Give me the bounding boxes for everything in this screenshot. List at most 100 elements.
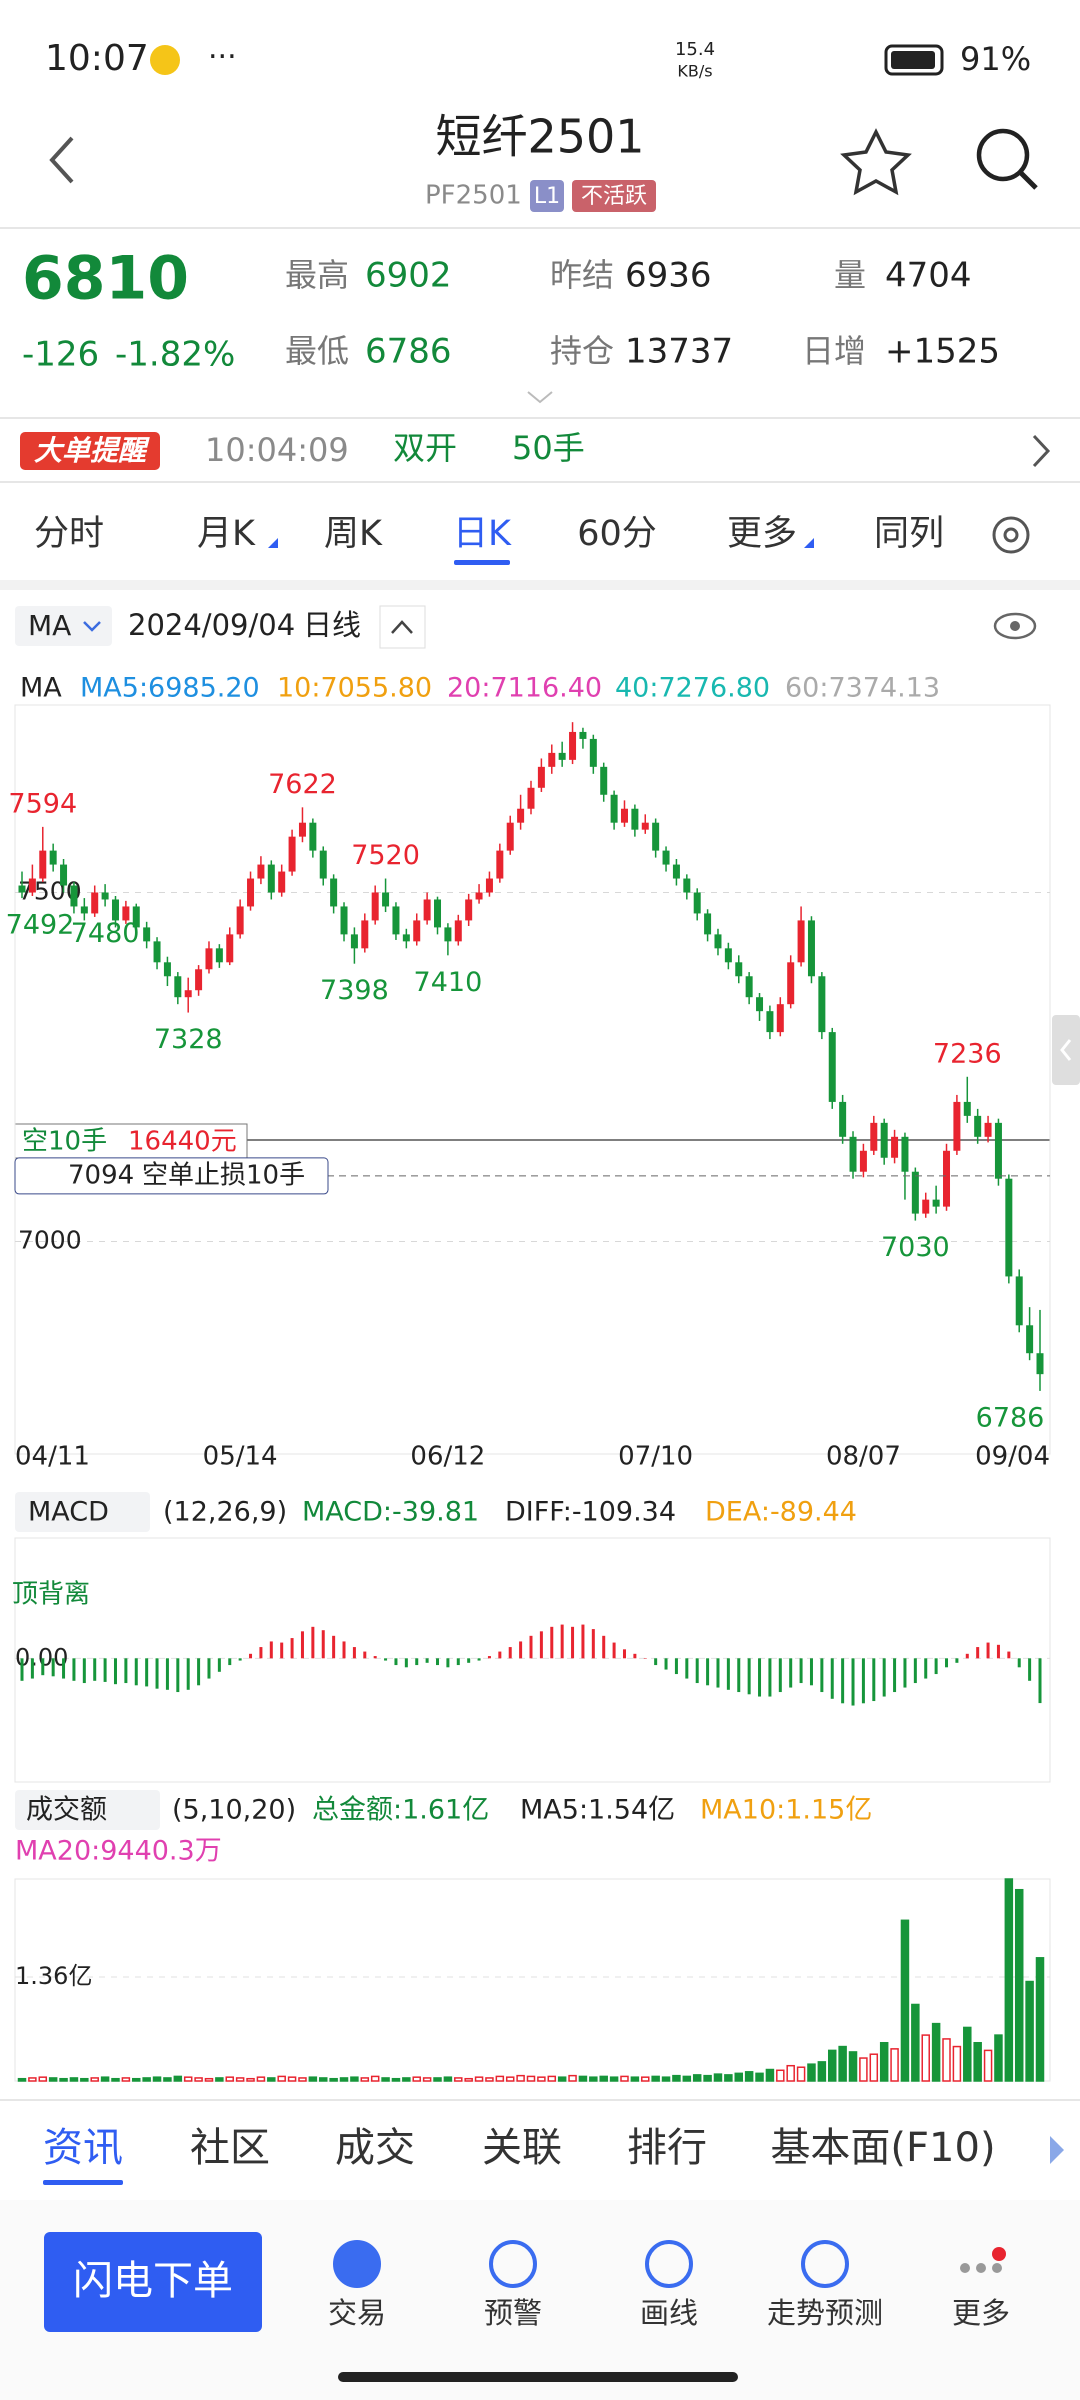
candle-body [215,948,223,963]
volume-bar [1025,1980,1034,2082]
position-side: 空10手 [22,1127,107,1157]
volume-bar [1035,1957,1045,2082]
volume-bar [80,2077,89,2082]
volume-bar [69,2077,79,2082]
low-label: 7410 [414,967,483,998]
bottom-tab[interactable]: 成交 [335,2125,415,2171]
bottom-tab[interactable]: 基本面(F10) [770,2125,995,2171]
volume-bar [599,2075,608,2082]
volume-bar [267,2077,276,2082]
stop-loss-box[interactable] [14,1157,329,1195]
candle-body [153,941,161,963]
expand-arrow[interactable] [527,391,553,404]
volume-bar [983,2049,993,2082]
quote-value: +1525 [885,332,1000,372]
volume-select[interactable] [15,1790,160,1830]
volume-bar [339,2077,349,2082]
bottom-tab[interactable]: 排行 [627,2125,707,2171]
active-underline [43,2180,123,2185]
volume-bar [630,2076,640,2082]
volume-bar [485,2077,494,2082]
bottom-tab[interactable]: 关联 [482,2125,562,2171]
ma-legend: 60:7374.13 [785,673,940,704]
nav-label[interactable]: 走势预测 [767,2296,883,2330]
macd-bar [456,1658,460,1666]
active-underline [454,560,510,565]
period-tab[interactable]: 周K [324,514,383,554]
candle-body [278,871,286,893]
period-tab[interactable]: 60分 [577,514,657,554]
macd-bar [487,1656,491,1659]
low-label: 6786 [976,1402,1045,1433]
macd-bar [872,1658,876,1702]
volume-bar [879,2041,889,2082]
volume-bar [235,2077,245,2082]
candle-body [880,1122,888,1158]
macd-select[interactable] [15,1492,150,1532]
status-badge [572,180,656,212]
price-change-pct: -1.82% [115,335,235,375]
alert-more[interactable] [1032,434,1051,468]
status-more: ··· [208,40,237,75]
more-dot [960,2263,970,2273]
side-tab-arrow [1060,1039,1072,1061]
candle-body [569,731,577,760]
candle-body [517,808,525,823]
nav-label[interactable]: 更多 [952,2296,1010,2330]
volume-bar [505,2076,515,2082]
quote-label: 量 [834,256,866,294]
back-button[interactable] [49,136,74,184]
macd-bar [737,1658,741,1693]
candle-body [714,934,722,949]
volume-bar [537,2076,546,2082]
collapse-button[interactable] [379,605,426,649]
low-label: 7492 [6,910,75,941]
candle-body [652,822,660,851]
candle-body [641,822,649,830]
volume-bar [911,2003,920,2082]
indicator-select[interactable] [15,606,112,646]
nav-label[interactable]: 预警 [484,2296,542,2330]
settings-button[interactable] [992,516,1030,554]
macd-bar [560,1624,564,1659]
candle-body [984,1122,992,1137]
candle-body [434,899,442,928]
volume-bar [838,2045,847,2082]
candle-body [704,913,712,935]
volume-bar [412,2076,421,2082]
period-tab[interactable]: 分时 [34,514,104,554]
eye-button[interactable] [993,612,1037,640]
macd-bar [41,1658,45,1676]
candle-body [257,864,265,879]
badge-dot [992,2247,1006,2261]
macd-bar [249,1653,253,1659]
quick-order-button[interactable] [44,2232,262,2332]
period-tab[interactable]: 日K [453,514,512,554]
quote-label: 最高 [285,256,349,294]
ma-legend: 10:7055.80 [277,673,432,704]
bottom-tab[interactable]: 社区 [190,2125,270,2171]
volume-bar [495,2075,505,2082]
volume-bar [308,2076,318,2082]
tabs-more[interactable] [1050,2136,1064,2164]
nav-label[interactable]: 交易 [328,2296,386,2330]
volume-bar [817,2061,827,2082]
bottom-tab[interactable]: 资讯 [43,2125,123,2171]
period-tab[interactable]: 月K [197,514,256,554]
period-tab[interactable]: 同列 [874,514,944,554]
search-button[interactable] [976,128,1030,182]
period-tab[interactable]: 更多 [727,514,797,554]
quote-label: 昨结 [550,256,614,294]
volume-bar [859,2057,868,2082]
volume-bar [433,2077,442,2082]
volume-bar [183,2076,193,2082]
macd-bar [799,1658,803,1684]
macd-bar [498,1651,502,1659]
quote-label: 日增 [802,332,866,370]
nav-label[interactable]: 画线 [640,2296,698,2330]
volume-bar [350,2076,359,2082]
volume-bar [215,2077,224,2082]
side-tab[interactable] [1052,1015,1080,1085]
favorite-button[interactable] [840,128,912,196]
volume-bar [287,2076,297,2082]
